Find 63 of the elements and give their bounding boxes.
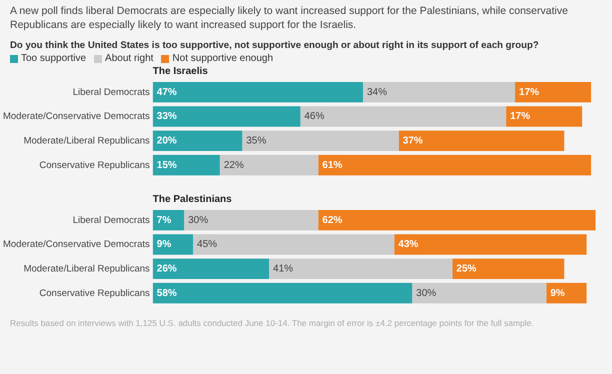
bar <box>300 106 506 127</box>
bar <box>152 210 184 230</box>
chart-title: The Israelis <box>152 66 208 77</box>
chart-title: The Palestinians <box>152 194 232 205</box>
data-label: 20% <box>156 136 177 147</box>
bar <box>152 106 300 127</box>
data-label: 26% <box>156 264 177 275</box>
text: Do you think the United States is too supportive, not supportive enough or about right in its support of each group? <box>9 39 540 53</box>
bar <box>318 154 592 176</box>
data-label: 15% <box>156 160 177 171</box>
data-label: 34% <box>366 86 388 98</box>
data-label: 47% <box>156 86 177 98</box>
y-tick-label: Liberal Democrats <box>72 214 150 226</box>
data-label: 61% <box>322 160 342 171</box>
bar <box>546 282 587 304</box>
data-label: 62% <box>322 214 342 226</box>
bar <box>152 282 412 304</box>
bar <box>242 130 399 152</box>
chart-subtitle: A new poll finds liberal Democrats are especially likely to want increased support for the Palestinians, while conservative Republicans are especially likely to want increased support for the Israelis. <box>9 4 569 32</box>
data-label: 30% <box>188 214 208 226</box>
data-label: 7% <box>156 214 172 226</box>
data-label: 9% <box>156 239 172 250</box>
legend-label: Too supportive <box>20 53 86 64</box>
data-label: 25% <box>456 264 477 275</box>
bar <box>152 82 363 102</box>
legend-label: About right <box>104 53 154 64</box>
data-label: 17% <box>519 86 540 98</box>
bar <box>152 258 270 280</box>
data-label: 35% <box>246 136 266 147</box>
bar <box>152 154 220 176</box>
bar <box>412 282 546 304</box>
data-label: 30% <box>416 288 436 299</box>
bar <box>184 210 318 230</box>
data-label: 45% <box>197 239 218 250</box>
bar <box>152 130 242 152</box>
bar <box>394 234 587 255</box>
y-tick-label: Moderate/Liberal Republicans <box>24 135 150 146</box>
bar <box>515 82 592 102</box>
bar <box>398 130 564 152</box>
data-label: 33% <box>156 111 177 122</box>
y-tick-label: Liberal Democrats <box>72 86 150 98</box>
bar <box>506 106 582 127</box>
bar <box>318 210 596 230</box>
bar <box>193 234 394 255</box>
data-label: 17% <box>510 111 530 122</box>
data-label: 46% <box>304 111 324 122</box>
data-label: 41% <box>273 264 294 275</box>
y-tick-label: Moderate/Liberal Republicans <box>24 263 150 274</box>
data-label: 22% <box>224 160 244 171</box>
bar <box>362 82 516 102</box>
data-label: 9% <box>550 288 565 299</box>
y-tick-label: Moderate/Conservative Democrats <box>2 111 150 122</box>
data-label: 43% <box>398 239 418 250</box>
bar <box>220 154 318 176</box>
y-tick-label: Conservative Republicans <box>39 288 150 299</box>
y-tick-label: Conservative Republicans <box>39 160 150 171</box>
data-label: 58% <box>156 288 177 299</box>
bar <box>452 258 564 280</box>
text: Results based on interviews with 1,125 U.S. adults conducted June 10-14. The margin of error is ±4.2 percentage points for the full sample. <box>9 317 535 328</box>
data-label: 37% <box>402 136 423 147</box>
bar <box>269 258 452 280</box>
y-tick-label: Moderate/Conservative Democrats <box>2 239 150 250</box>
legend-label: Not supportive enough <box>171 53 274 64</box>
